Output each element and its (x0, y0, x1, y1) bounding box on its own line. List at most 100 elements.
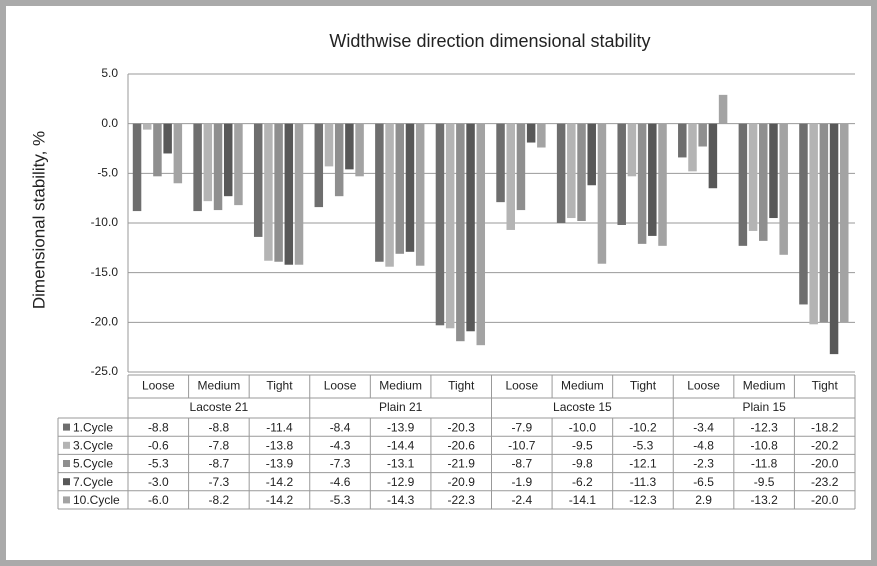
bar (597, 123, 607, 264)
chart-title: Widthwise direction dimensional stabilit… (329, 31, 650, 51)
bar (738, 123, 748, 246)
x-tick-label: Tight (812, 379, 839, 393)
bar (294, 123, 304, 265)
bar (375, 123, 384, 262)
bar (345, 123, 354, 170)
bar (840, 123, 849, 323)
x-tick-label: Medium (198, 379, 241, 393)
bar (637, 123, 647, 244)
table-value: -20.9 (448, 475, 476, 489)
y-tick-label: -25.0 (91, 364, 119, 378)
bar (799, 123, 808, 305)
bar (445, 123, 455, 329)
bar (193, 123, 202, 212)
table-value: -14.1 (569, 493, 597, 507)
bar (274, 123, 283, 262)
table-value: -7.3 (330, 457, 351, 471)
table-value: -4.8 (693, 438, 714, 452)
bar (466, 123, 475, 332)
y-tick-label: -15.0 (91, 265, 119, 279)
bar (253, 123, 263, 237)
x-tick-label: Loose (505, 379, 538, 393)
bar (748, 123, 758, 231)
table-value: -13.1 (387, 457, 415, 471)
table-value: -12.1 (629, 457, 657, 471)
table-value: -3.0 (148, 475, 169, 489)
table-value: -11.8 (751, 457, 778, 471)
bar (435, 123, 445, 326)
bar (213, 123, 223, 211)
x-tick-label: Medium (743, 379, 786, 393)
table-value: -10.8 (750, 438, 778, 452)
bar (395, 123, 405, 254)
table-value: -9.8 (572, 457, 593, 471)
bar (223, 123, 233, 197)
y-tick-label: -10.0 (91, 215, 119, 229)
table-value: -21.9 (448, 457, 476, 471)
table-value: -7.8 (209, 438, 230, 452)
y-tick-label: -5.0 (97, 166, 118, 180)
table-value: -0.6 (148, 438, 169, 452)
legend-swatch (63, 423, 70, 431)
bar (506, 123, 515, 230)
legend-swatch (63, 460, 70, 467)
x-tick-label: Loose (687, 379, 720, 393)
bar (324, 123, 334, 167)
table-value: -5.3 (148, 457, 169, 471)
bar (648, 123, 657, 236)
y-tick-label: 5.0 (101, 66, 118, 80)
table-value: -12.3 (750, 420, 778, 434)
table-value: -12.3 (629, 493, 657, 507)
bar (526, 123, 536, 143)
table-value: -10.7 (508, 438, 536, 452)
bar (163, 123, 172, 154)
x-tick-label: Tight (448, 379, 475, 393)
table-value: -13.8 (266, 438, 294, 452)
bar (405, 123, 415, 252)
bar (567, 123, 576, 219)
legend-swatch (63, 496, 70, 504)
bar (829, 123, 839, 355)
bar (698, 123, 707, 147)
legend-label: 7.Cycle (73, 475, 113, 489)
table-value: -10.2 (629, 420, 657, 434)
y-tick-label: 0.0 (101, 116, 118, 130)
x-tick-label: Tight (266, 379, 293, 393)
bar (587, 123, 596, 186)
bar (334, 123, 344, 197)
bar (314, 123, 324, 208)
bar (456, 123, 465, 342)
legend-label: 3.Cycle (73, 438, 113, 452)
bar (718, 94, 728, 124)
table-value: -23.2 (811, 475, 839, 489)
table-value: -9.5 (754, 475, 775, 489)
bar (658, 123, 667, 246)
bar (708, 123, 718, 189)
group-label: Lacoste 15 (553, 400, 612, 414)
table-value: -7.3 (209, 475, 230, 489)
y-tick-label: -20.0 (91, 315, 119, 329)
bar (678, 123, 687, 158)
bar (809, 123, 818, 325)
table-value: -10.0 (569, 420, 597, 434)
table-value: 2.9 (695, 493, 712, 507)
table-value: -4.3 (330, 438, 351, 452)
table-value: -13.2 (750, 493, 778, 507)
table-value: -9.5 (572, 438, 593, 452)
bar (203, 123, 213, 202)
bar (627, 123, 637, 177)
bar (577, 123, 586, 222)
table-value: -20.2 (811, 438, 839, 452)
bar (688, 123, 697, 172)
bar (617, 123, 626, 225)
table-value: -8.8 (148, 420, 169, 434)
table-value: -8.8 (209, 420, 230, 434)
table-value: -14.2 (266, 493, 294, 507)
table-value: -11.4 (266, 420, 293, 434)
bar (142, 123, 152, 130)
table-value: -20.3 (448, 420, 476, 434)
table-value: -14.4 (387, 438, 415, 452)
group-label: Lacoste 21 (190, 400, 249, 414)
table-value: -20.0 (811, 457, 839, 471)
